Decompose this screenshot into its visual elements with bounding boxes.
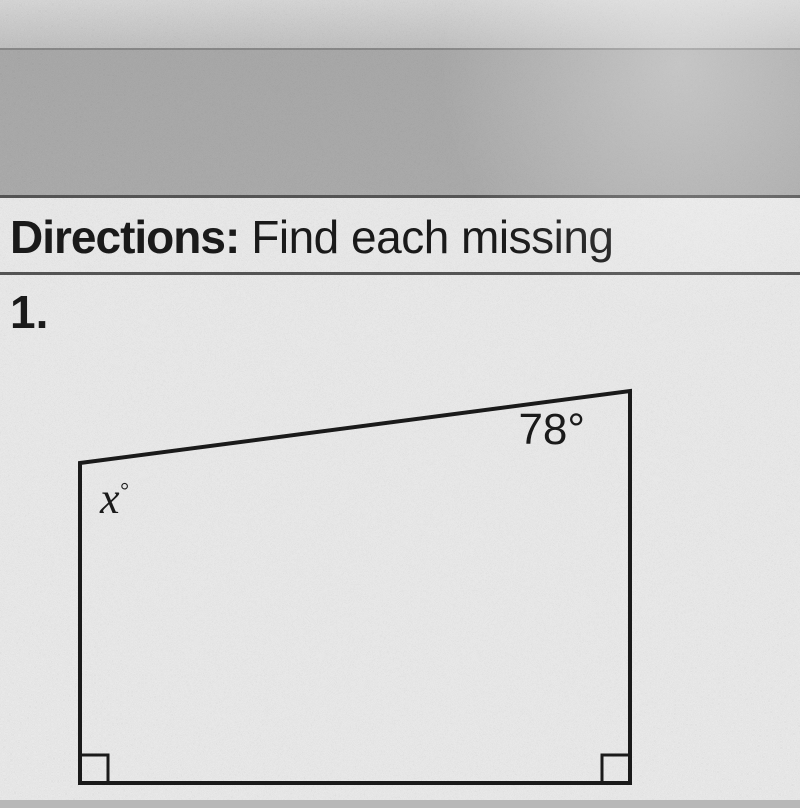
right-angle-marker-bottom-left <box>80 755 108 783</box>
problem-number: 1. <box>10 286 48 338</box>
degree-symbol-x: ° <box>120 477 129 502</box>
window-top-bar <box>0 0 800 50</box>
angle-label-78: 78° <box>518 405 585 455</box>
gray-band <box>0 50 800 195</box>
worksheet-content: Directions: Find each missing 1. 78° x° <box>0 195 800 800</box>
problem-row: 1. <box>0 275 800 339</box>
directions-text: Find each missing <box>251 210 613 264</box>
right-angle-marker-bottom-right <box>602 755 630 783</box>
directions-label: Directions: <box>10 210 239 264</box>
angle-value-78: 78 <box>518 405 567 454</box>
degree-symbol-78: ° <box>567 405 585 454</box>
geometry-diagram: 78° x° <box>70 373 650 803</box>
directions-row: Directions: Find each missing <box>0 198 800 275</box>
angle-label-x: x° <box>100 473 128 524</box>
angle-variable-x: x <box>100 474 120 523</box>
